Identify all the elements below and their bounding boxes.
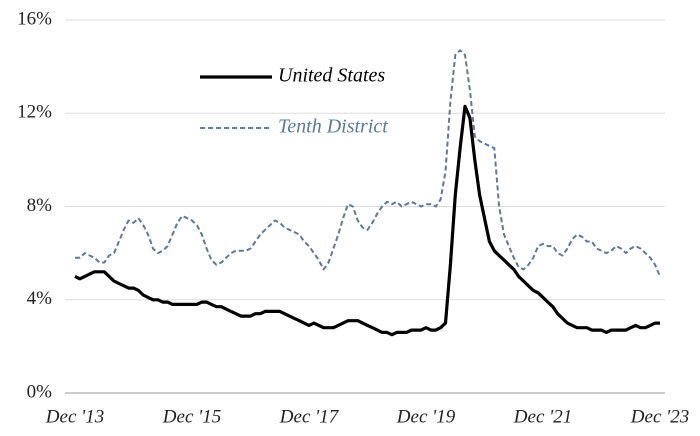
x-tick-label: Dec '15 — [162, 406, 221, 427]
legend-label: United States — [278, 65, 385, 87]
x-tick-label: Dec '23 — [630, 406, 689, 427]
series-line — [75, 49, 661, 277]
x-tick-label: Dec '19 — [396, 406, 456, 427]
y-tick-label: 0% — [27, 381, 53, 402]
legend-label: Tenth District — [278, 116, 388, 138]
y-tick-label: 4% — [27, 288, 53, 309]
x-tick-label: Dec '17 — [279, 406, 340, 427]
x-tick-label: Dec '21 — [513, 406, 572, 427]
y-tick-label: 16% — [17, 8, 52, 29]
y-tick-label: 8% — [27, 195, 53, 216]
series-line — [74, 104, 660, 337]
y-tick-label: 12% — [17, 102, 52, 123]
x-tick-label: Dec '13 — [45, 406, 104, 427]
